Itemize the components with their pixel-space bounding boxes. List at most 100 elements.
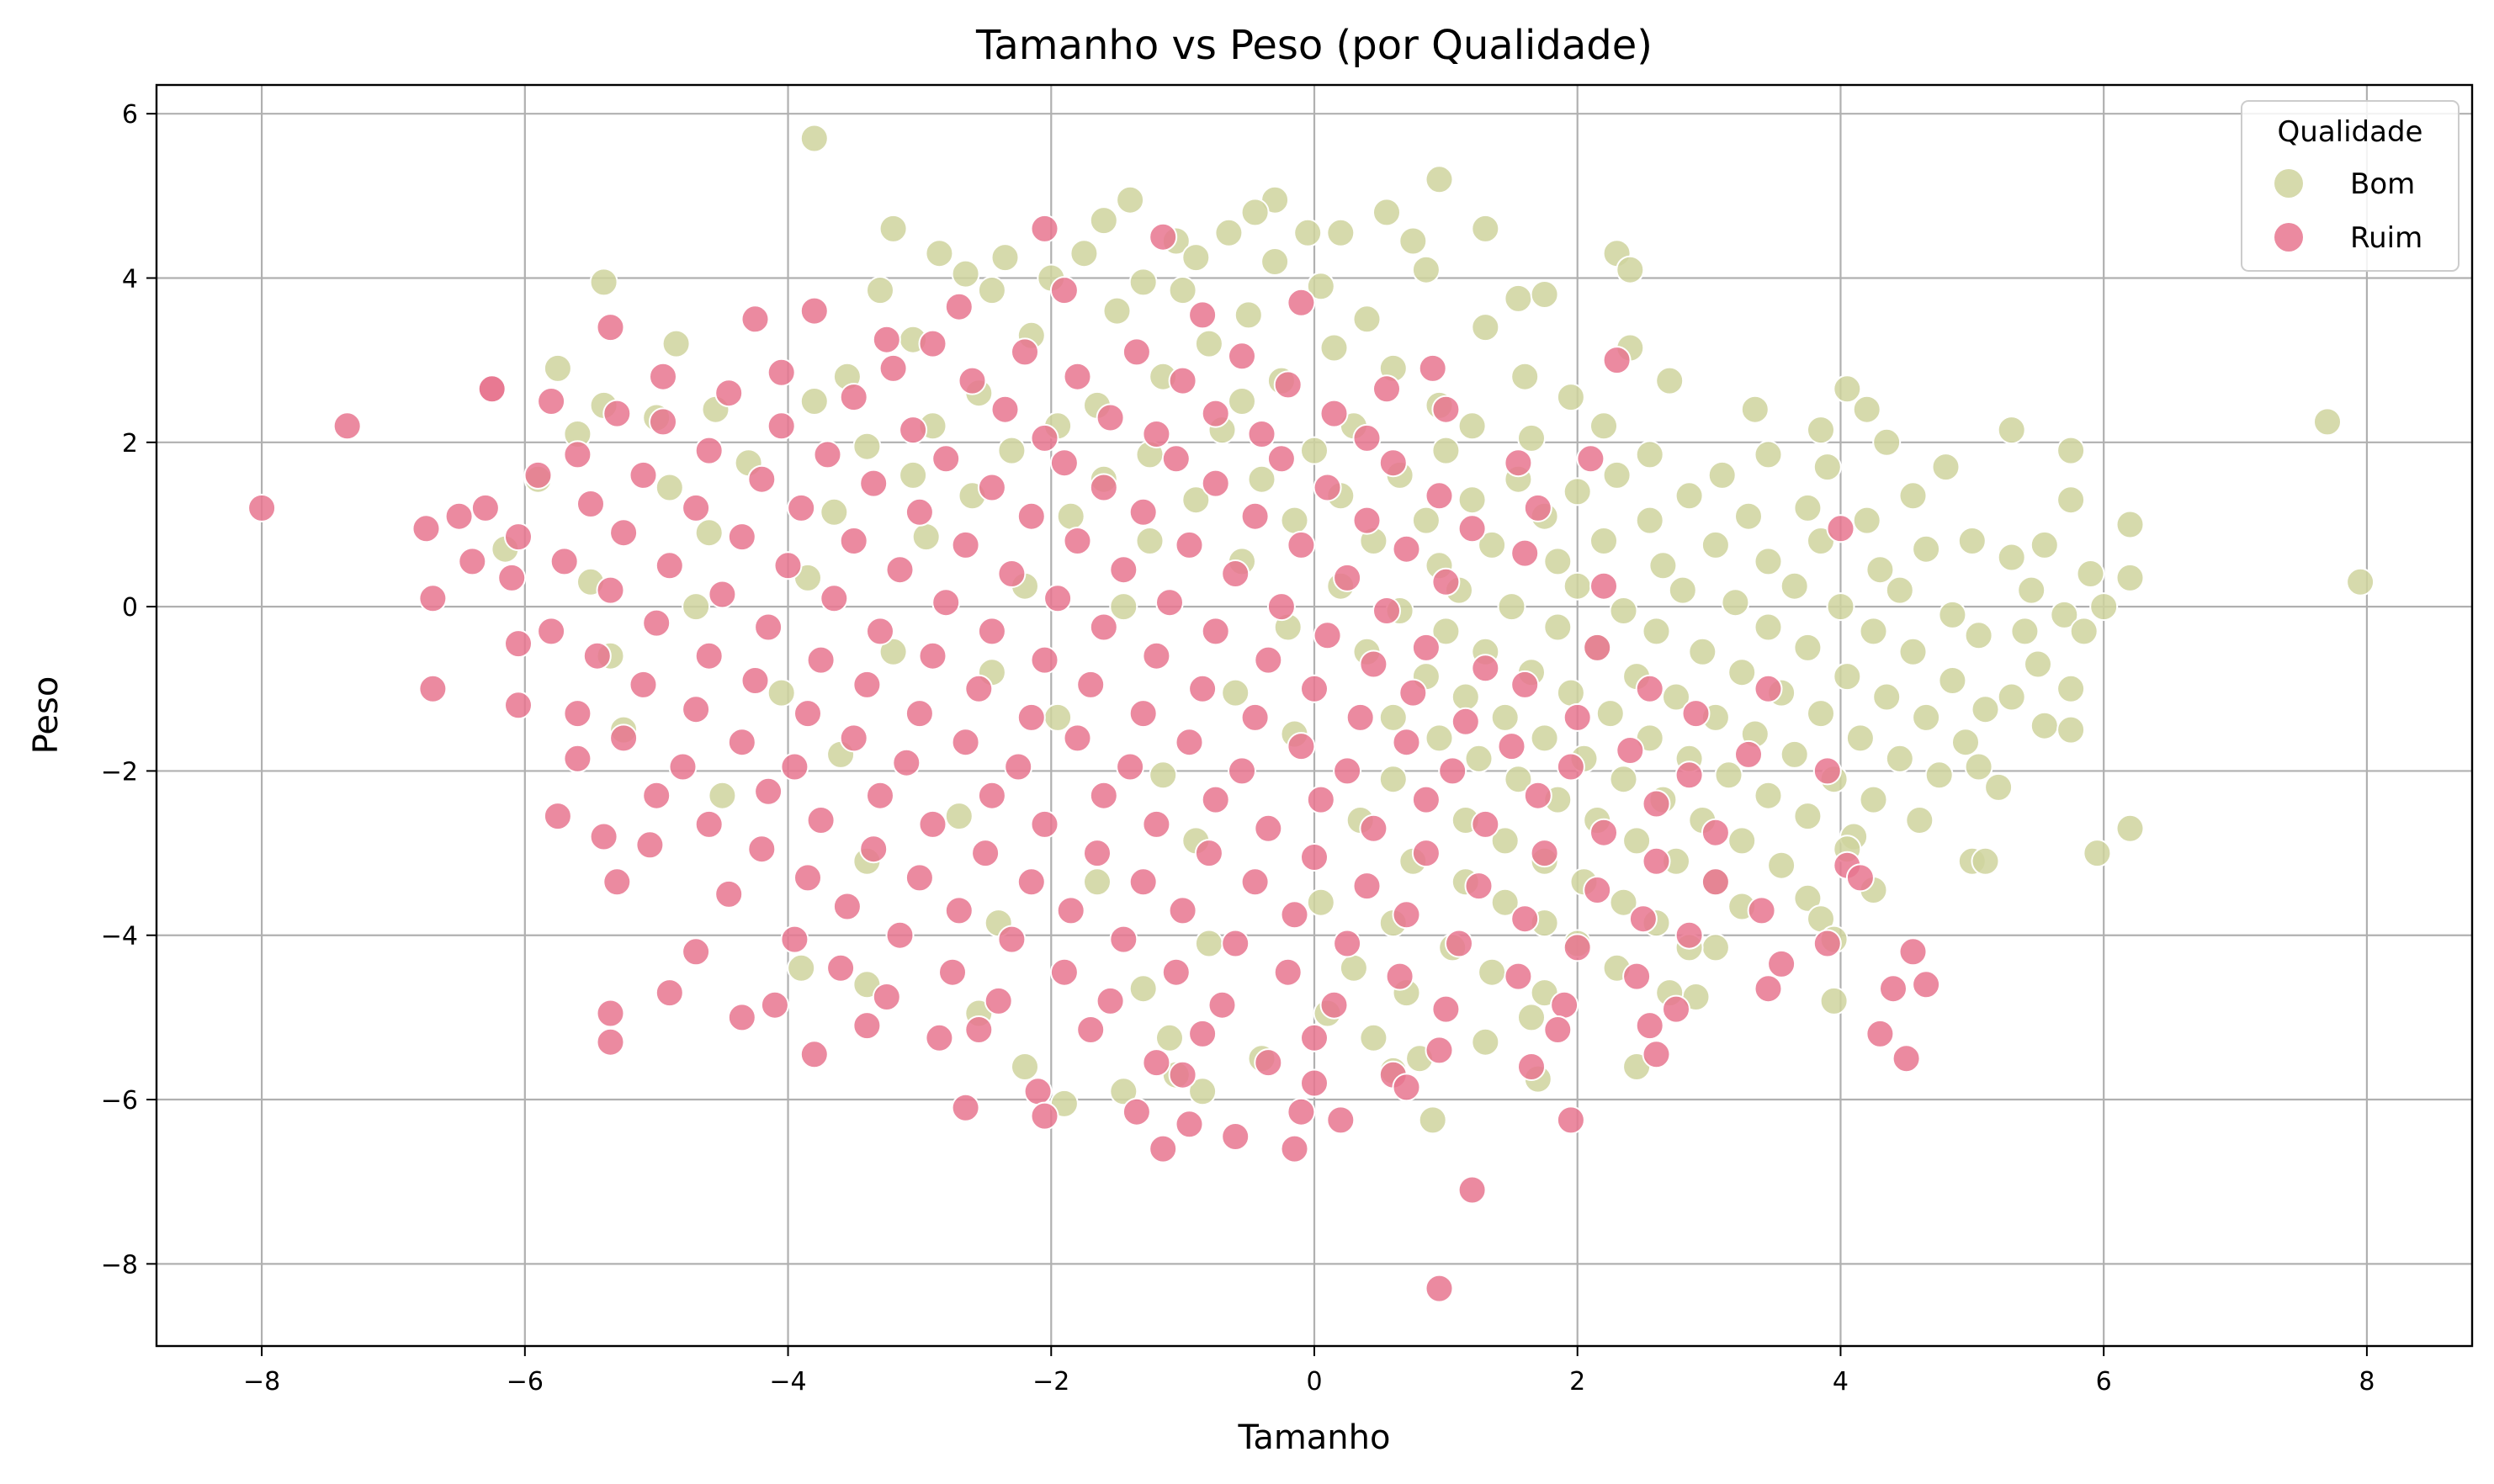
data-point-ruim [839,383,868,412]
data-point-ruim [1004,752,1033,782]
data-point-bom [925,239,954,268]
data-point-ruim [1168,1060,1197,1089]
data-point-ruim [1372,374,1401,404]
data-point-ruim [1266,444,1296,474]
data-point-bom [694,518,724,548]
data-point-ruim [1128,699,1158,729]
data-point-bom [1089,206,1118,236]
data-point-bom [1043,702,1073,732]
data-point-ruim [1497,732,1526,761]
data-point-ruim [1240,501,1270,531]
data-point-bom [866,276,894,305]
data-point-ruim [602,399,632,428]
data-point-bom [1964,752,1993,782]
data-point-bom [1971,846,2000,876]
data-point-bom [1339,953,1368,983]
data-point-bom [1780,571,1809,601]
data-point-ruim [458,547,487,576]
data-point-ruim [1023,1077,1053,1106]
y-tick-label: 2 [122,429,138,458]
data-point-bom [1116,185,1145,215]
data-point-bom [1714,761,1743,790]
data-point-ruim [866,617,894,646]
data-point-ruim [589,822,618,851]
scatter-points [247,124,2375,1303]
data-point-ruim [1701,818,1730,847]
data-point-ruim [537,387,566,416]
data-point-bom [878,637,908,666]
data-point-bom [1951,728,1980,757]
data-point-ruim [1425,481,1454,511]
data-point-ruim [1892,1044,1921,1073]
data-point-bom [1602,460,1632,490]
data-point-ruim [1398,678,1428,708]
x-tick-label: 6 [2096,1367,2112,1397]
series-bom [491,124,2375,1135]
data-point-ruim [1471,809,1500,839]
data-point-bom [1859,785,1888,814]
data-point-ruim [1378,448,1408,478]
data-point-ruim [1504,448,1533,478]
data-point-ruim [1556,1105,1585,1135]
data-point-ruim [1556,752,1585,782]
data-point-bom [682,592,711,622]
data-point-ruim [977,617,1006,646]
data-point-bom [1411,506,1441,535]
data-point-bom [2024,649,2052,679]
data-point-ruim [1352,423,1382,453]
data-point-ruim [504,691,533,720]
data-point-ruim [964,1015,994,1044]
data-point-ruim [1043,584,1073,613]
y-tick-label: 0 [122,593,138,623]
data-point-ruim [609,723,639,753]
data-point-bom [799,124,829,153]
data-point-bom [1280,506,1309,535]
data-point-bom [1924,761,1954,790]
data-point-bom [1504,284,1533,313]
data-point-ruim [563,744,592,773]
data-point-ruim [497,563,527,592]
data-point-bom [1589,527,1618,555]
data-point-bom [1701,933,1730,962]
data-point-ruim [1457,1175,1487,1205]
data-point-ruim [1576,444,1605,474]
data-point-bom [1740,395,1770,424]
data-point-bom [1543,547,1573,576]
data-point-ruim [852,670,882,699]
data-point-bom [767,678,796,708]
y-tick-label: −6 [101,1086,138,1116]
data-point-ruim [1333,563,1362,592]
data-point-ruim [708,580,737,609]
data-point-ruim [820,584,849,613]
x-tick-label: −6 [507,1367,544,1397]
data-point-bom [1471,1027,1500,1057]
data-point-ruim [780,752,809,782]
data-point-ruim [938,957,967,987]
data-point-ruim [747,835,777,864]
data-point-bom [1128,268,1158,297]
data-point-bom [1326,218,1356,247]
data-point-bom [1293,218,1323,247]
data-point-ruim [1273,957,1303,987]
data-point-ruim [951,728,980,757]
data-point-ruim [964,674,994,703]
data-point-bom [1845,723,1875,753]
data-point-ruim [1254,645,1283,675]
data-point-ruim [1635,1011,1664,1041]
data-point-bom [911,522,941,552]
data-point-ruim [1201,399,1230,428]
data-point-ruim [1845,863,1875,893]
data-point-ruim [596,575,625,605]
data-point-bom [2050,600,2079,629]
data-point-bom [1359,1023,1388,1052]
data-point-bom [1457,411,1487,441]
data-point-bom [2076,559,2105,588]
data-point-ruim [780,925,809,954]
data-point-ruim [1109,555,1138,585]
data-point-ruim [682,937,711,967]
data-point-ruim [1589,571,1618,601]
data-point-bom [1997,543,2026,572]
data-point-ruim [582,641,612,670]
data-point-bom [1793,883,1823,913]
data-point-ruim [1333,756,1362,786]
